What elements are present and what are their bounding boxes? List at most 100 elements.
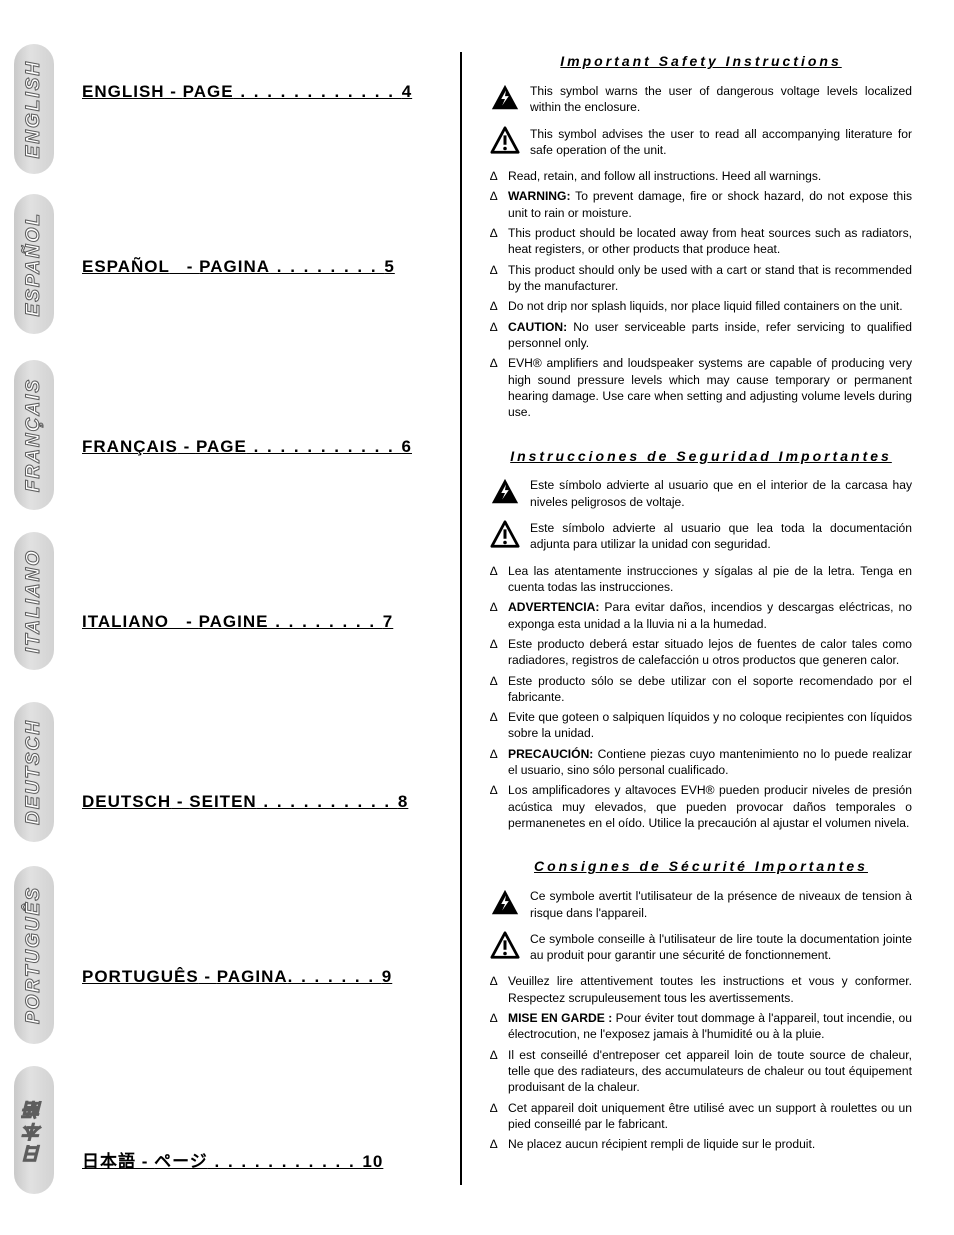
read-manual-text: Ce symbole conseille à l'utilisateur de … (530, 931, 912, 964)
section-gap (490, 835, 912, 857)
bullet-mark: ∆ (490, 188, 508, 221)
toc-lang: ENGLISH (82, 82, 165, 101)
toc-entry-1[interactable]: ESPAÑOL - PAGINA . . . . . . . . 5 (82, 257, 395, 277)
lang-tab-label: ITALIANO (23, 549, 45, 653)
toc-page: 9 (382, 967, 392, 986)
voltage-warning-text: Este símbolo advierte al usuario que en … (530, 477, 912, 510)
safety-bullet: ∆Cet appareil doit uniquement être utili… (490, 1100, 912, 1133)
bullet-text: This product should be located away from… (508, 225, 912, 258)
toc-word: PAGINE (199, 612, 269, 631)
toc-lang: ITALIANO (82, 612, 169, 631)
voltage-warning-row: Este símbolo advierte al usuario que en … (490, 477, 912, 510)
bullet-mark: ∆ (490, 1100, 508, 1133)
toc-word: PAGINA (217, 967, 288, 986)
bullet-mark: ∆ (490, 636, 508, 669)
toc-entry-4[interactable]: DEUTSCH - SEITEN . . . . . . . . . . 8 (82, 792, 408, 812)
toc-page: 4 (402, 82, 412, 101)
bullet-mark: ∆ (490, 599, 508, 632)
toc-entry-3[interactable]: ITALIANO - PAGINE . . . . . . . . 7 (82, 612, 393, 632)
safety-bullet: ∆Este producto sólo se debe utilizar con… (490, 673, 912, 706)
voltage-icon (490, 83, 520, 113)
toc-word: ページ (154, 1152, 208, 1171)
safety-bullets-1: ∆Lea las atentamente instrucciones y síg… (490, 563, 912, 832)
toc-sep: - (165, 82, 183, 101)
safety-bullet: ∆This product should be located away fro… (490, 225, 912, 258)
safety-bullet: ∆ADVERTENCIA: Para evitar daños, incendi… (490, 599, 912, 632)
bullet-text: Do not drip nor splash liquids, nor plac… (508, 298, 912, 314)
toc-sep: - (171, 792, 189, 811)
bullet-mark: ∆ (490, 563, 508, 596)
toc-lang: PORTUGUÊS (82, 967, 199, 986)
bullet-body: Cet appareil doit uniquement être utilis… (508, 1101, 912, 1131)
bullet-text: Los amplificadores y altavoces EVH® pued… (508, 782, 912, 831)
toc-page: 8 (398, 792, 408, 811)
page: ENGLISH ESPAÑOL FRANÇAIS ITALIANO DEUTSCH POR… (0, 0, 954, 1235)
toc-page: 10 (362, 1152, 383, 1171)
bullet-mark: ∆ (490, 973, 508, 1006)
toc-word: SEITEN (189, 792, 256, 811)
safety-bullet: ∆EVH® amplifiers and loudspeaker systems… (490, 355, 912, 420)
lang-tab-6[interactable]: 日本語 (14, 1066, 54, 1194)
bullet-mark: ∆ (490, 673, 508, 706)
toc-entry-0[interactable]: ENGLISH - PAGE . . . . . . . . . . . . 4 (82, 82, 412, 102)
toc-entry-6[interactable]: 日本語 - ページ . . . . . . . . . . . 10 (82, 1147, 383, 1172)
bullet-lead: PRECAUCIÓN: (508, 747, 593, 761)
safety-bullet: ∆Evite que goteen o salpiquen líquidos y… (490, 709, 912, 742)
bullet-body: Veuillez lire attentivement toutes les i… (508, 974, 912, 1004)
bullet-body: Los amplificadores y altavoces EVH® pued… (508, 783, 912, 830)
lang-tab-4[interactable]: DEUTSCH (14, 702, 54, 842)
bullet-mark: ∆ (490, 225, 508, 258)
safety-bullet: ∆Este producto deberá estar situado lejo… (490, 636, 912, 669)
lang-tab-label: ENGLISH (23, 60, 45, 158)
lang-tab-0[interactable]: ENGLISH (14, 44, 54, 174)
lang-tab-5[interactable]: PORTUGUÊS (14, 866, 54, 1044)
safety-bullet: ∆Ne placez aucun récipient rempli de liq… (490, 1136, 912, 1152)
read-manual-text: This symbol advises the user to read all… (530, 126, 912, 159)
bullet-text: EVH® amplifiers and loudspeaker systems … (508, 355, 912, 420)
read-manual-icon (490, 126, 520, 156)
bullet-mark: ∆ (490, 746, 508, 779)
bullet-mark: ∆ (490, 1010, 508, 1043)
toc-entry-5[interactable]: PORTUGUÊS - PAGINA. . . . . . . 9 (82, 967, 392, 987)
safety-bullet: ∆Il est conseillé d'entreposer cet appar… (490, 1047, 912, 1096)
column-divider (460, 52, 462, 1185)
bullet-mark: ∆ (490, 782, 508, 831)
lang-tab-label: PORTUGUÊS (23, 886, 45, 1024)
safety-bullet: ∆Do not drip nor splash liquids, nor pla… (490, 298, 912, 314)
safety-title-1: Instrucciones de Seguridad Importantes (490, 447, 912, 466)
lang-tab-1[interactable]: ESPAÑOL (14, 194, 54, 334)
bullet-body: Este producto sólo se debe utilizar con … (508, 674, 912, 704)
toc-lang: DEUTSCH (82, 792, 171, 811)
bullet-text: Lea las atentamente instrucciones y síga… (508, 563, 912, 596)
toc-page: 6 (402, 437, 412, 456)
bullet-text: Este producto sólo se debe utilizar con … (508, 673, 912, 706)
safety-bullet: ∆WARNING: To prevent damage, fire or sho… (490, 188, 912, 221)
toc-dots: . . . . . . . . . . . . (234, 82, 402, 101)
toc-page: 7 (383, 612, 393, 631)
toc-entry-2[interactable]: FRANÇAIS - PAGE . . . . . . . . . . . 6 (82, 437, 412, 457)
safety-title-2: Consignes de Sécurité Importantes (490, 857, 912, 876)
bullet-text: WARNING: To prevent damage, fire or shoc… (508, 188, 912, 221)
bullet-body: Ne placez aucun récipient rempli de liqu… (508, 1137, 815, 1151)
bullet-text: Este producto deberá estar situado lejos… (508, 636, 912, 669)
safety-bullet: ∆CAUTION: No user serviceable parts insi… (490, 319, 912, 352)
toc-column: ENGLISH - PAGE . . . . . . . . . . . . 4… (82, 52, 460, 1185)
read-manual-icon (490, 931, 520, 961)
bullet-body: No user serviceable parts inside, refer … (508, 320, 912, 350)
bullet-text: Il est conseillé d'entreposer cet appare… (508, 1047, 912, 1096)
safety-bullet: ∆Los amplificadores y altavoces EVH® pue… (490, 782, 912, 831)
safety-column: Important Safety InstructionsThis symbol… (490, 52, 912, 1185)
bullet-mark: ∆ (490, 262, 508, 295)
bullet-body: This product should be located away from… (508, 226, 912, 256)
read-manual-row: Este símbolo advierte al usuario que lea… (490, 520, 912, 553)
bullet-body: Este producto deberá estar situado lejos… (508, 637, 912, 667)
toc-word: PAGINA (199, 257, 270, 276)
toc-lang: 日本語 (82, 1152, 136, 1171)
lang-tab-3[interactable]: ITALIANO (14, 532, 54, 670)
toc-sep: - (169, 612, 199, 631)
bullet-mark: ∆ (490, 168, 508, 184)
bullet-text: Cet appareil doit uniquement être utilis… (508, 1100, 912, 1133)
bullet-body: EVH® amplifiers and loudspeaker systems … (508, 356, 912, 419)
lang-tab-2[interactable]: FRANÇAIS (14, 360, 54, 510)
bullet-mark: ∆ (490, 1047, 508, 1096)
